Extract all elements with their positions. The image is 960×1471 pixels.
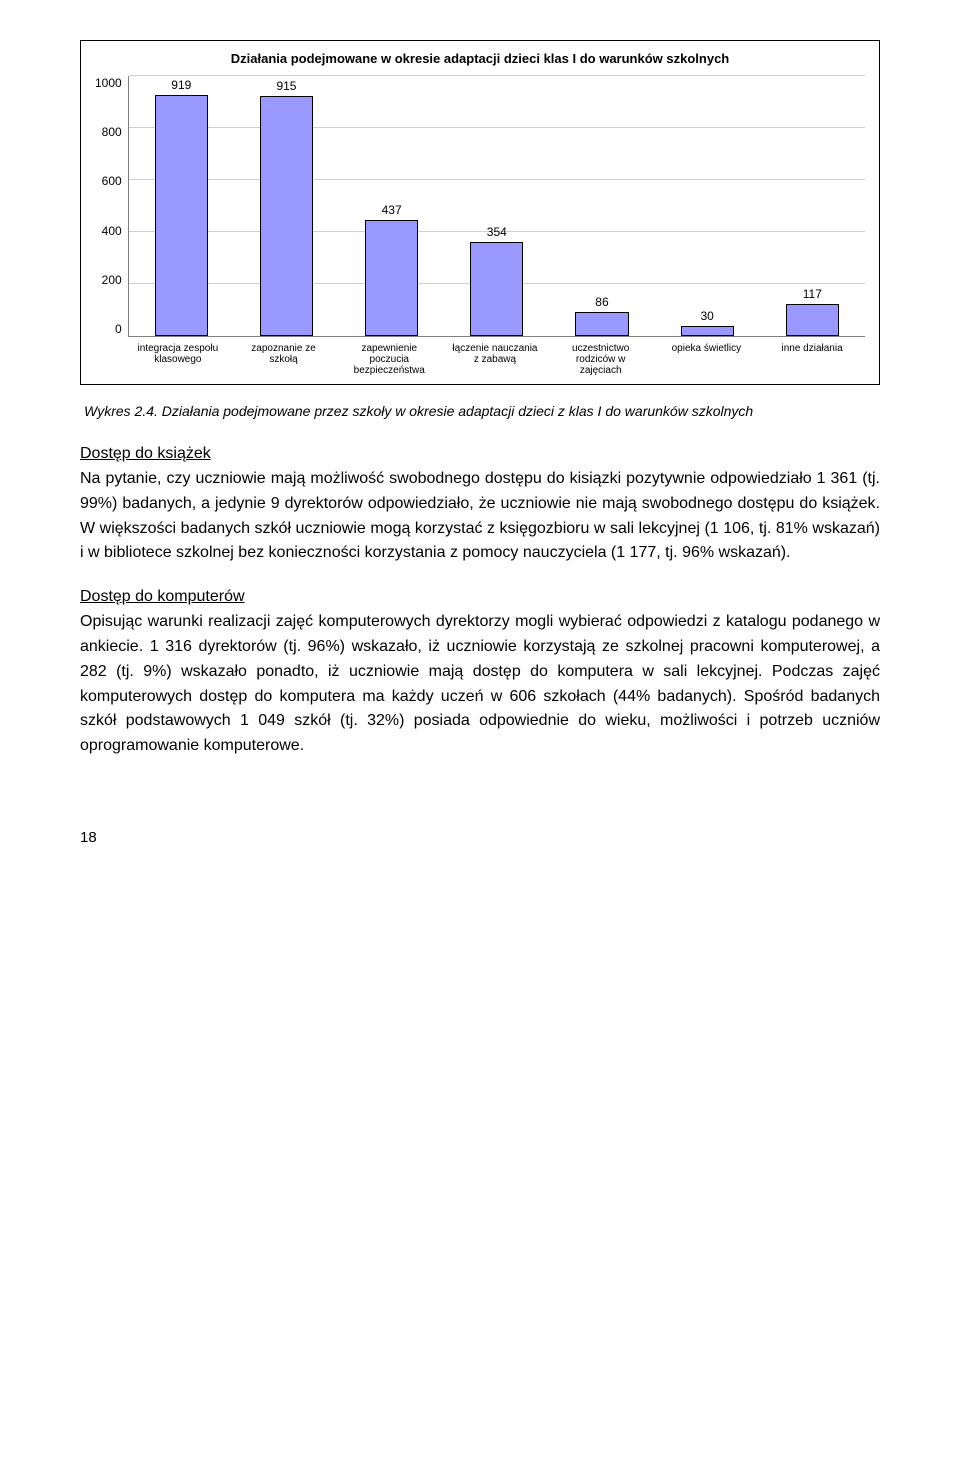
bar: 919 xyxy=(137,79,225,336)
section-body-computers: Opisując warunki realizacji zajęć komput… xyxy=(80,610,880,759)
section-title-books: Dostęp do książek xyxy=(80,445,880,463)
bar-value-label: 30 xyxy=(700,310,713,322)
bar: 30 xyxy=(663,310,751,336)
x-axis-label: inne działania xyxy=(768,343,857,376)
bar: 117 xyxy=(768,288,856,336)
x-axis-label: opieka świetlicy xyxy=(662,343,751,376)
x-axis-labels: integracja zespołu klasowego zapoznanie z… xyxy=(125,343,865,376)
y-tick: 400 xyxy=(102,224,122,238)
bar-rect xyxy=(786,304,839,336)
y-tick: 1000 xyxy=(95,76,122,90)
y-axis-labels: 1000 800 600 400 200 0 xyxy=(95,76,128,336)
x-axis-label: łączenie nauczania z zabawą xyxy=(451,343,540,376)
x-axis-label: integracja zespołu klasowego xyxy=(133,343,222,376)
y-tick: 800 xyxy=(102,125,122,139)
page-number: 18 xyxy=(80,829,880,846)
bar-rect xyxy=(470,242,523,336)
y-tick: 0 xyxy=(115,322,122,336)
bar-rect xyxy=(155,95,208,336)
section-title-computers: Dostęp do komputerów xyxy=(80,588,880,606)
plot-area: 919 915 437 354 86 30 117 xyxy=(128,76,865,337)
x-axis-label: zapoznanie ze szkołą xyxy=(239,343,328,376)
x-axis-label: zapewnienie poczucia bezpieczeństwa xyxy=(345,343,434,376)
y-tick: 600 xyxy=(102,174,122,188)
chart-title: Działania podejmowane w okresie adaptacj… xyxy=(95,51,865,66)
bar: 915 xyxy=(242,80,330,336)
chart-container: Działania podejmowane w okresie adaptacj… xyxy=(80,40,880,385)
bar-rect xyxy=(260,96,313,336)
bar-rect xyxy=(681,326,734,336)
bar-value-label: 437 xyxy=(382,204,402,216)
bar-rect xyxy=(365,220,418,336)
x-axis-label: uczestnictwo rodziców w zajęciach xyxy=(556,343,645,376)
bar-value-label: 915 xyxy=(276,80,296,92)
bar-value-label: 354 xyxy=(487,226,507,238)
bar-value-label: 86 xyxy=(595,296,608,308)
bar-rect xyxy=(575,312,628,336)
bar: 437 xyxy=(347,204,435,336)
bar-value-label: 117 xyxy=(803,288,822,300)
chart-caption: Wykres 2.4. Działania podejmowane przez … xyxy=(84,403,880,419)
y-tick: 200 xyxy=(102,273,122,287)
bar: 354 xyxy=(453,226,541,336)
section-body-books: Na pytanie, czy uczniowie mają możliwość… xyxy=(80,467,880,566)
bar: 86 xyxy=(558,296,646,336)
bar-value-label: 919 xyxy=(171,79,191,91)
